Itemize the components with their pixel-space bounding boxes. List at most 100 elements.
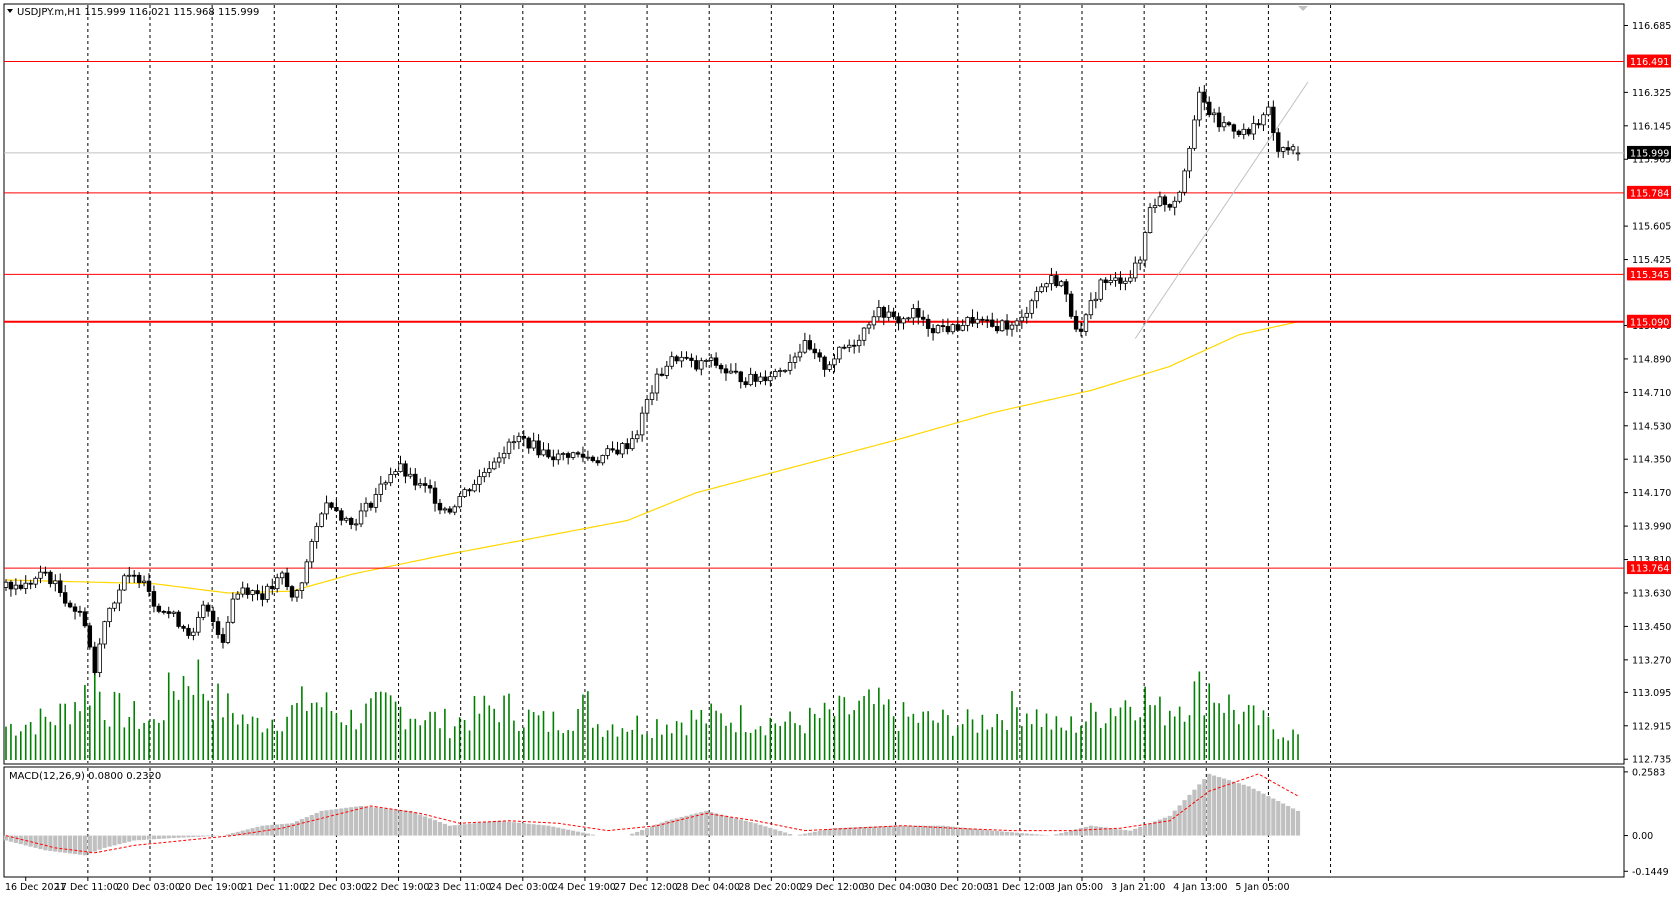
candle-body [427,485,433,489]
candle [1142,230,1148,268]
time-tick-label: 24 Dec 03:00 [490,882,554,893]
candle [511,435,517,450]
candle-body [635,434,640,440]
candle [570,451,576,460]
candle-body [344,517,349,521]
candle [161,610,167,615]
candle-body [13,584,19,590]
candle [590,455,596,463]
candle-body [866,324,872,329]
candle-body [1064,281,1069,295]
current-price-tag-label: 115.999 [1630,148,1669,159]
candle [1133,256,1138,282]
candlesticks [3,85,1301,678]
macd-scale[interactable]: 0.2583 0.00 -0.1449 [1624,767,1669,878]
candle [186,624,191,639]
candle [1147,203,1153,234]
level-price-tag-label: 113.764 [1630,564,1669,575]
candle-body [383,482,388,485]
candle [654,368,660,401]
candle [344,516,349,524]
candle [980,316,985,326]
candle [551,449,556,467]
candle [1024,306,1029,324]
candle-body [201,604,206,618]
candle [1108,274,1113,286]
candle [506,438,512,460]
candle [758,372,763,385]
candle-body [753,373,758,382]
symbol-dropdown-icon[interactable] [7,9,13,13]
candle [669,351,674,370]
candle [1083,313,1089,336]
candle [467,488,472,497]
candle-body [1271,106,1276,134]
time-tick-label: 22 Dec 19:00 [366,882,430,893]
candle-body [240,587,245,595]
candle-body [1285,147,1291,151]
candle-body [1034,291,1039,302]
one-click-trading-toggle-icon[interactable] [1298,6,1308,11]
candle [92,641,97,676]
candle [580,446,586,463]
candle [284,567,290,591]
candle-body [393,471,398,475]
candle-body [215,621,221,635]
price-scale[interactable]: 116.685 116.325 116.145 115.965 115.605 115.4… [1624,21,1671,766]
price-tick-label: 115.425 [1632,255,1671,266]
trendline [1134,81,1309,339]
candle-body [457,496,462,508]
candle-body [1083,314,1089,332]
candle [1098,277,1103,302]
candle [901,316,906,330]
candle [526,436,531,454]
time-tick-label: 27 Dec 12:00 [614,882,678,893]
candle-body [171,611,176,614]
candle [373,487,379,513]
candle [1226,121,1232,127]
candle [708,353,714,368]
candle-body [570,452,576,458]
candle-body [1152,205,1158,209]
candle [43,566,48,577]
candle-body [985,319,990,322]
candle-body [102,621,107,645]
candle-body [87,625,93,648]
candle [856,334,862,353]
candle-body [743,381,748,386]
candle-body [77,610,83,613]
candle [304,559,310,586]
candle [738,370,743,389]
candle [329,501,334,510]
symbol-header: USDJPY.m,H1 115.999 116.021 115.968 115.… [17,7,259,18]
candle [881,305,886,326]
time-tick-label: 20 Dec 19:00 [179,882,243,893]
candle-body [437,502,443,511]
candle-body [388,474,393,484]
candle [600,454,605,466]
candle-body [940,325,946,327]
candle [398,455,403,473]
candle [630,430,635,451]
candle [339,508,344,526]
candle [77,605,83,617]
candle-body [43,571,48,574]
candle [1167,203,1172,211]
candle-body [1207,101,1212,116]
candle [876,299,882,321]
candle [516,432,522,450]
candle [713,352,719,369]
horizontal-levels[interactable] [4,61,1624,569]
candle [1019,309,1025,329]
candle [141,575,147,587]
candle [822,355,827,377]
candle [496,452,502,468]
candle-body [546,449,551,458]
candle-body [851,344,857,347]
candle-body [1073,315,1079,330]
candle-body [1221,122,1227,128]
candle-body [324,502,329,515]
